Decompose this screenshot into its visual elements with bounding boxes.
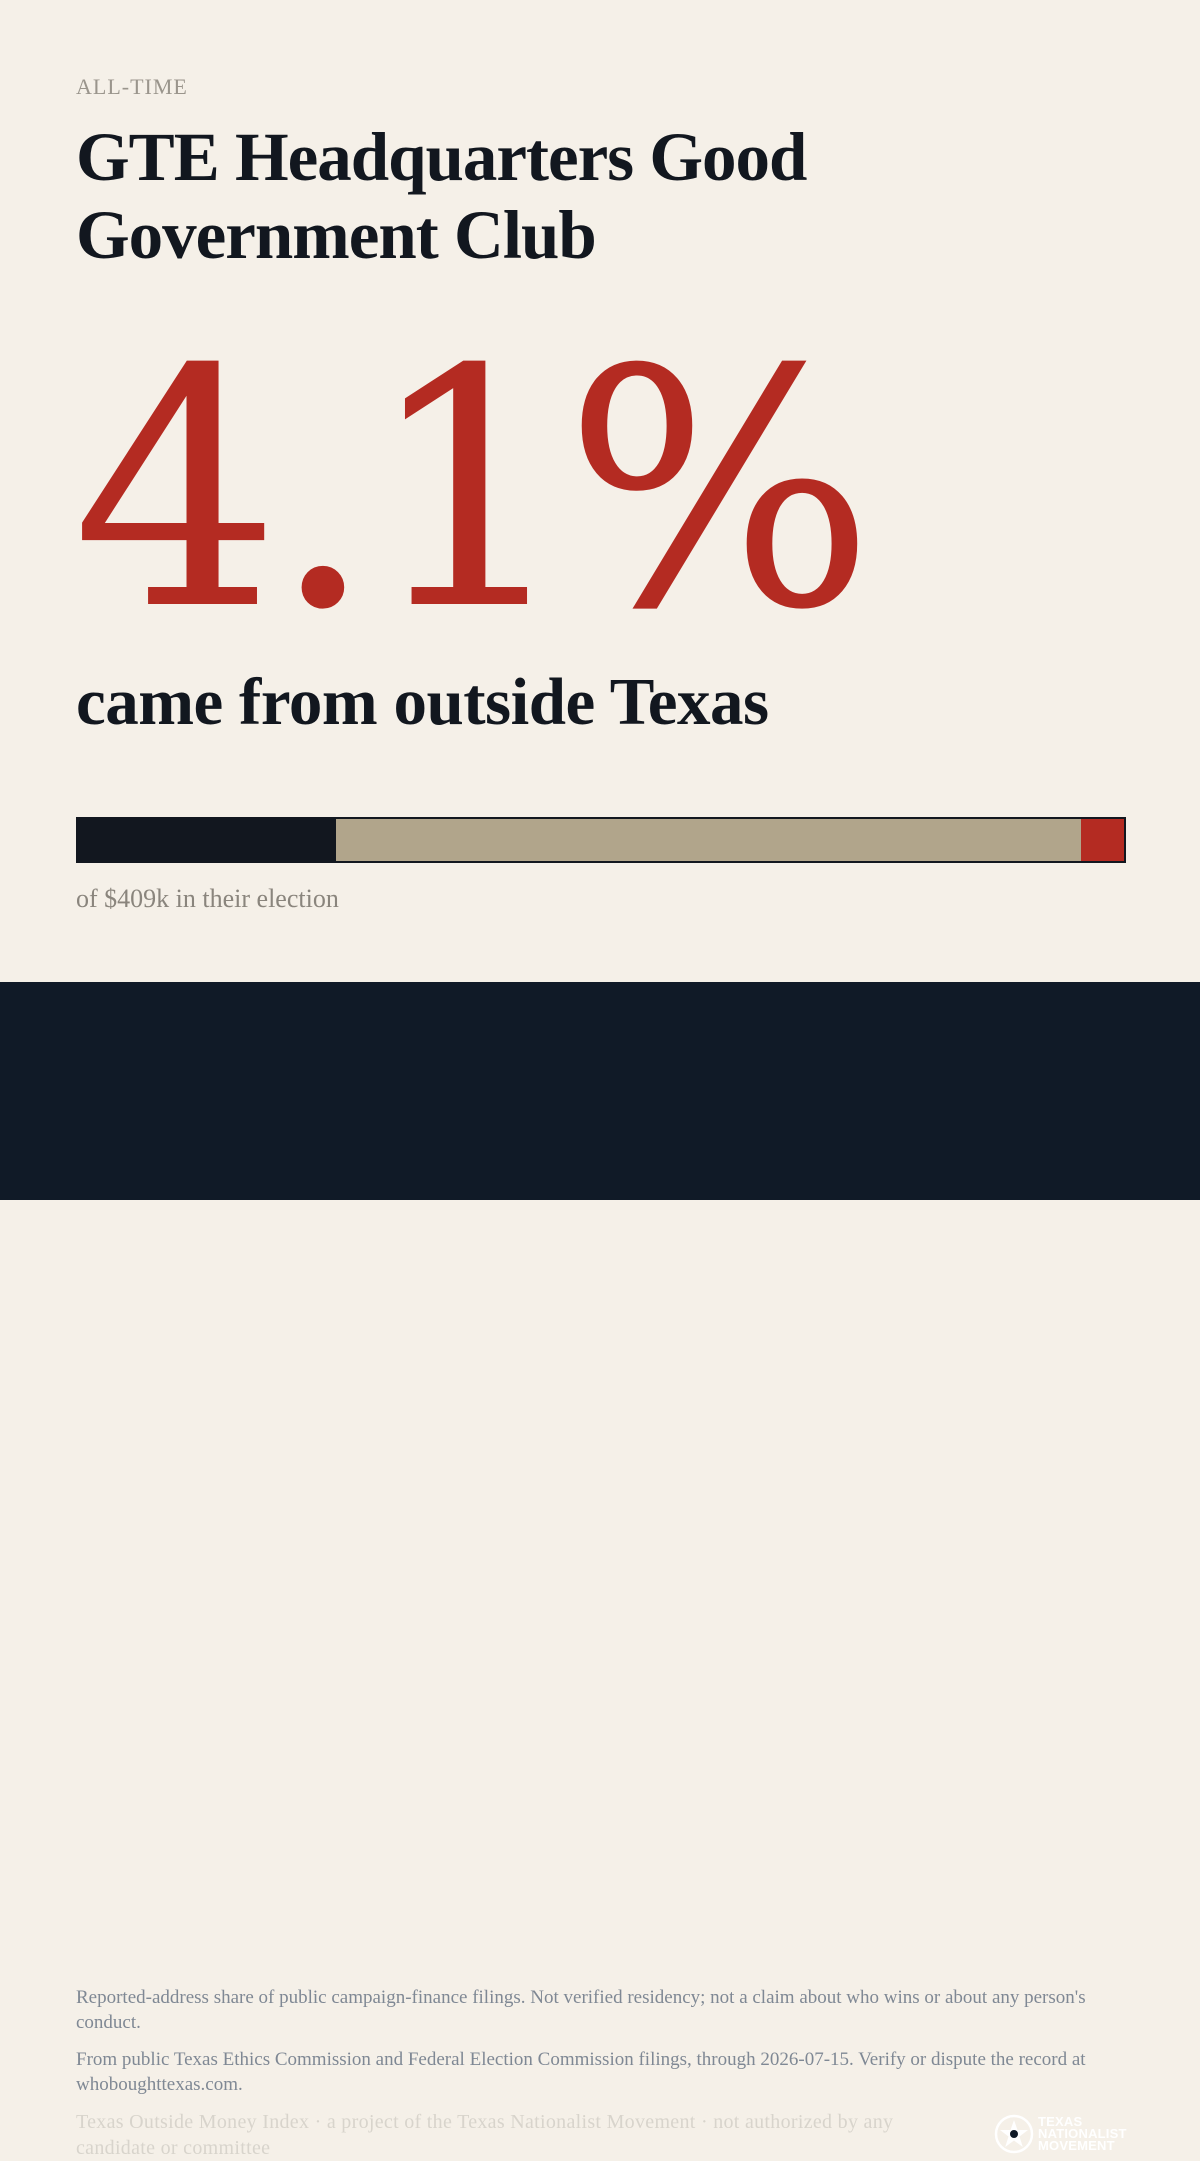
share-bar: [76, 817, 1126, 863]
page-title: GTE Headquarters Good Government Club: [76, 119, 807, 273]
credit-text: Texas Outside Money Index · a project of…: [76, 2111, 894, 2159]
headline-subtitle: came from outside Texas: [76, 665, 769, 739]
star-seal-icon: [994, 2114, 1034, 2154]
logo-line-1: TEXAS: [1038, 2114, 1083, 2129]
footer: Reported-address share of public campaig…: [0, 982, 1200, 2159]
disclaimer-text: Reported-address share of public campaig…: [76, 1987, 1086, 2033]
share-bar-red-segment: [1081, 819, 1124, 861]
logo-line-3: MOVEMENT: [1038, 2138, 1115, 2153]
share-bar-tan-segment: [336, 819, 1082, 861]
share-bar-dark-segment: [78, 819, 337, 861]
headline-value: 4.1%: [72, 301, 875, 682]
logo-line-2: NATIONALIST: [1038, 2126, 1127, 2141]
tnm-logo: TEXAS NATIONALIST MOVEMENT: [994, 2112, 1126, 2156]
bar-caption: of $409k in their election: [76, 884, 339, 913]
source-text: From public Texas Ethics Commission and …: [76, 2049, 1086, 2095]
period-label: ALL-TIME: [76, 74, 188, 99]
logo-wordmark: TEXAS NATIONALIST MOVEMENT: [1038, 2114, 1127, 2153]
graphic-main: ALL-TIME GTE Headquarters Good Governmen…: [0, 0, 1200, 982]
